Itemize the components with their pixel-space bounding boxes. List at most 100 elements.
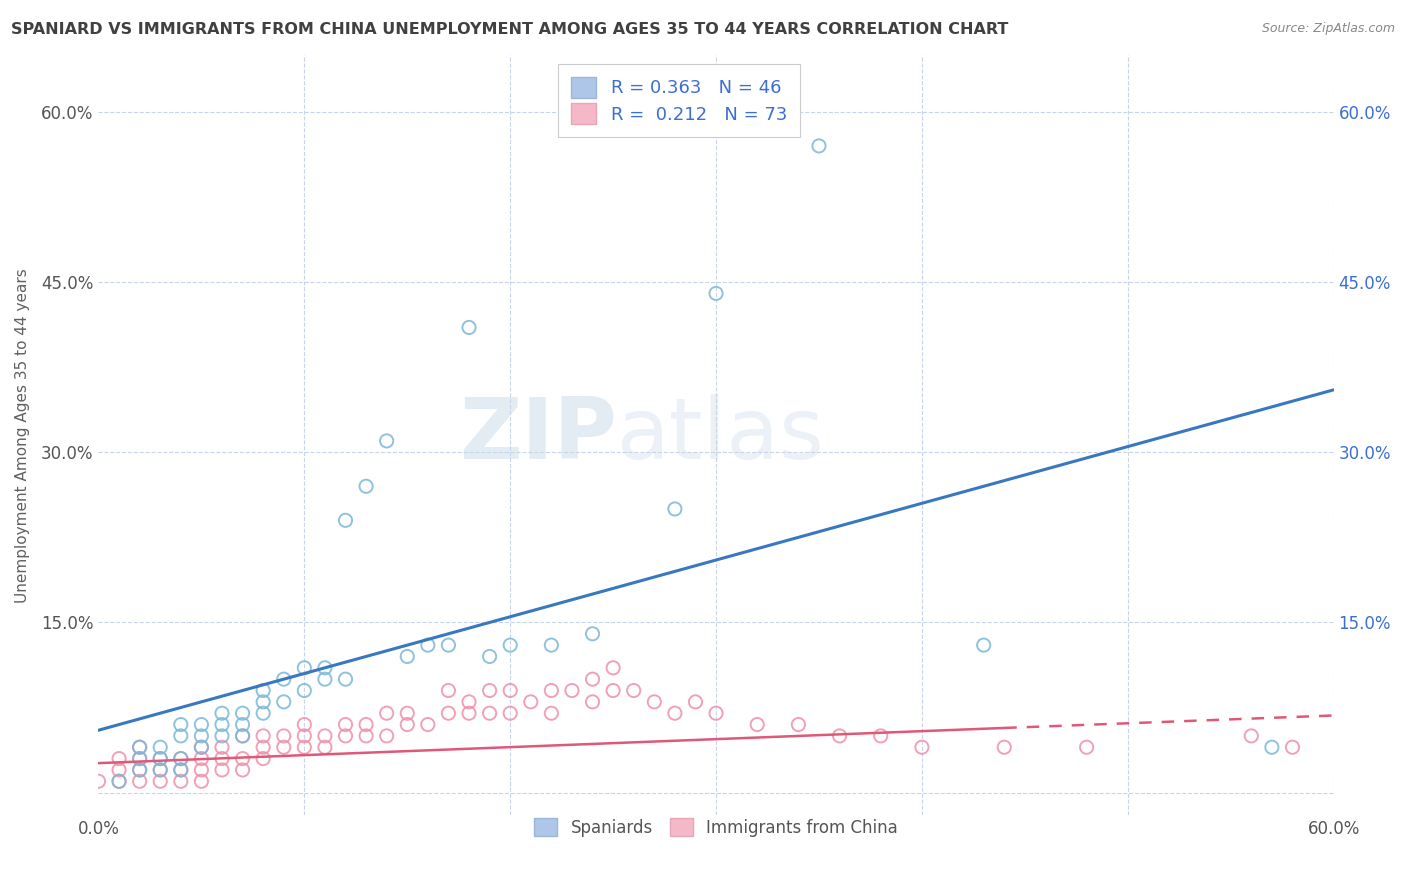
Point	[499, 638, 522, 652]
Point	[252, 683, 274, 698]
Point	[149, 774, 172, 789]
Point	[623, 683, 645, 698]
Point	[128, 763, 150, 777]
Point	[458, 695, 481, 709]
Point	[232, 751, 254, 765]
Point	[664, 706, 686, 721]
Point	[335, 513, 357, 527]
Text: Source: ZipAtlas.com: Source: ZipAtlas.com	[1261, 22, 1395, 36]
Point	[581, 627, 603, 641]
Point	[993, 740, 1015, 755]
Point	[232, 729, 254, 743]
Point	[581, 695, 603, 709]
Point	[170, 751, 193, 765]
Point	[292, 740, 315, 755]
Point	[828, 729, 851, 743]
Point	[643, 695, 665, 709]
Point	[807, 139, 830, 153]
Point	[375, 729, 398, 743]
Point	[170, 751, 193, 765]
Point	[108, 774, 131, 789]
Point	[973, 638, 995, 652]
Point	[335, 672, 357, 686]
Point	[437, 638, 460, 652]
Point	[1240, 729, 1263, 743]
Point	[128, 774, 150, 789]
Point	[664, 502, 686, 516]
Point	[232, 717, 254, 731]
Point	[602, 661, 624, 675]
Text: ZIP: ZIP	[460, 393, 617, 476]
Point	[396, 717, 419, 731]
Point	[128, 763, 150, 777]
Point	[314, 729, 336, 743]
Point	[540, 706, 562, 721]
Point	[211, 751, 233, 765]
Legend: Spaniards, Immigrants from China: Spaniards, Immigrants from China	[526, 810, 907, 845]
Point	[232, 706, 254, 721]
Point	[499, 683, 522, 698]
Point	[704, 286, 727, 301]
Point	[108, 774, 131, 789]
Point	[170, 774, 193, 789]
Point	[354, 479, 377, 493]
Point	[149, 763, 172, 777]
Point	[170, 763, 193, 777]
Point	[478, 683, 501, 698]
Point	[211, 763, 233, 777]
Point	[232, 763, 254, 777]
Point	[354, 717, 377, 731]
Y-axis label: Unemployment Among Ages 35 to 44 years: Unemployment Among Ages 35 to 44 years	[15, 268, 30, 603]
Point	[108, 751, 131, 765]
Point	[87, 774, 110, 789]
Point	[375, 434, 398, 448]
Point	[292, 717, 315, 731]
Point	[561, 683, 583, 698]
Point	[211, 706, 233, 721]
Point	[128, 751, 150, 765]
Point	[190, 717, 212, 731]
Point	[211, 740, 233, 755]
Text: atlas: atlas	[617, 393, 825, 476]
Point	[149, 740, 172, 755]
Point	[252, 729, 274, 743]
Point	[478, 649, 501, 664]
Point	[273, 729, 295, 743]
Point	[396, 649, 419, 664]
Point	[252, 751, 274, 765]
Point	[252, 695, 274, 709]
Point	[314, 672, 336, 686]
Point	[314, 661, 336, 675]
Point	[252, 740, 274, 755]
Point	[1261, 740, 1284, 755]
Point	[1281, 740, 1303, 755]
Point	[170, 717, 193, 731]
Point	[437, 706, 460, 721]
Point	[396, 706, 419, 721]
Point	[273, 672, 295, 686]
Point	[1076, 740, 1098, 755]
Point	[292, 661, 315, 675]
Point	[128, 740, 150, 755]
Point	[335, 729, 357, 743]
Point	[314, 740, 336, 755]
Point	[540, 683, 562, 698]
Point	[335, 717, 357, 731]
Point	[747, 717, 769, 731]
Point	[170, 729, 193, 743]
Point	[211, 729, 233, 743]
Point	[685, 695, 707, 709]
Point	[211, 717, 233, 731]
Point	[787, 717, 810, 731]
Point	[190, 774, 212, 789]
Point	[190, 740, 212, 755]
Point	[232, 729, 254, 743]
Point	[704, 706, 727, 721]
Point	[499, 706, 522, 721]
Point	[190, 740, 212, 755]
Point	[190, 763, 212, 777]
Point	[190, 729, 212, 743]
Point	[149, 763, 172, 777]
Point	[602, 683, 624, 698]
Point	[252, 706, 274, 721]
